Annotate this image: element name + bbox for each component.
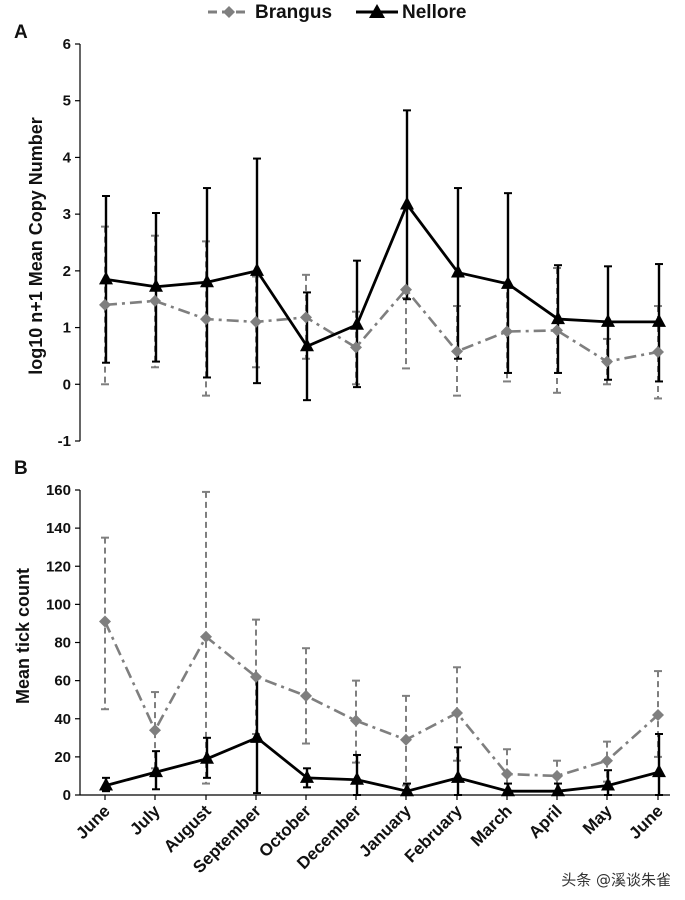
b-nellore-point <box>350 771 364 785</box>
b-brangus-point <box>149 724 161 737</box>
panel-b-axes: 0 20 40 60 80 100 120 140 160 <box>46 482 670 804</box>
x-tick-label: May <box>579 801 616 838</box>
a-nellore-point <box>400 196 414 210</box>
a-y-tick-label: 5 <box>63 93 71 110</box>
x-tick-label: July <box>126 801 164 839</box>
b-nellore-point <box>501 783 515 797</box>
a-brangus-point <box>551 324 563 337</box>
b-brangus-point <box>300 689 312 702</box>
panel-a-label: A <box>14 22 28 43</box>
b-y-tick-label: 60 <box>54 673 71 690</box>
b-nellore-point <box>400 783 414 797</box>
b-y-tick-label: 80 <box>54 635 71 652</box>
b-brangus-point <box>451 707 463 720</box>
legend: Brangus Nellore <box>208 2 466 23</box>
b-nellore-series-line <box>105 736 660 793</box>
a-nellore-point <box>200 274 214 288</box>
panel-a-error-bars <box>101 109 663 402</box>
a-nellore-point <box>601 313 615 327</box>
b-brangus-point <box>250 670 262 683</box>
b-y-tick-label: 160 <box>46 482 71 499</box>
a-nellore-point <box>300 338 314 352</box>
x-tick-label: June <box>625 801 666 842</box>
a-brangus-point <box>652 345 664 358</box>
b-y-tick-label: 40 <box>54 711 71 728</box>
b-nellore-point <box>601 777 615 791</box>
b-brangus-point <box>652 708 664 721</box>
a-brangus-point <box>601 355 613 368</box>
a-brangus-point <box>501 325 513 338</box>
a-y-tick-label: 2 <box>63 263 71 280</box>
panel-a-series-lines <box>104 203 659 363</box>
b-brangus-point <box>350 714 362 727</box>
b-y-tick-label: 140 <box>46 520 71 537</box>
a-y-tick-label: 4 <box>63 149 72 166</box>
legend-brangus-marker <box>223 6 235 18</box>
b-nellore-point <box>250 729 264 743</box>
b-brangus-point <box>501 768 513 781</box>
panel-a-markers <box>99 196 666 368</box>
x-tick-label: April <box>525 801 566 842</box>
a-brangus-point <box>149 294 161 307</box>
a-brangus-point <box>400 283 412 296</box>
b-brangus-point <box>601 754 613 767</box>
legend-brangus-label: Brangus <box>255 2 332 23</box>
a-y-tick-label: 1 <box>63 320 71 337</box>
a-nellore-point <box>652 313 666 327</box>
b-brangus-point <box>200 630 212 643</box>
b-nellore-point <box>652 764 666 778</box>
a-nellore-series-line <box>105 203 659 348</box>
panel-b-label: B <box>14 458 28 479</box>
panel-a-chart: A log10 n+1 Mean Copy Number -1 0 1 2 3 4 5 6 <box>14 22 666 450</box>
b-nellore-point <box>551 783 565 797</box>
b-nellore-point <box>451 769 465 783</box>
x-tick-label: March <box>467 801 516 850</box>
a-brangus-series-line <box>104 288 659 363</box>
panel-b-x-tick-labels: June JulyAugustSeptemberOctoberDecemberJa… <box>72 801 666 877</box>
legend-nellore-label: Nellore <box>402 2 466 23</box>
b-y-tick-label: 100 <box>46 596 71 613</box>
a-nellore-point <box>350 316 364 330</box>
panel-a-y-axis-title: log10 n+1 Mean Copy Number <box>26 117 46 375</box>
b-y-tick-label: 0 <box>63 787 71 804</box>
panel-a-axes: -1 0 1 2 3 4 5 6 <box>58 36 81 450</box>
a-brangus-point <box>99 298 111 311</box>
panel-b-y-axis-title: Mean tick count <box>13 568 33 704</box>
b-brangus-point <box>551 769 563 782</box>
a-nellore-point <box>99 271 113 285</box>
watermark: 头条 @溪谈朱雀 <box>561 871 671 889</box>
b-nellore-point <box>149 764 163 778</box>
a-brangus-point <box>200 313 212 326</box>
a-y-tick-label: -1 <box>58 433 71 450</box>
a-y-tick-label: 0 <box>63 376 71 393</box>
a-nellore-point <box>451 264 465 278</box>
b-nellore-point <box>99 777 113 791</box>
panel-b-markers <box>99 615 666 797</box>
panel-b-error-bars <box>101 490 663 796</box>
b-brangus-series-line <box>103 620 659 778</box>
a-y-tick-label: 6 <box>63 36 71 53</box>
b-nellore-point <box>200 750 214 764</box>
legend-nellore-marker <box>369 4 385 18</box>
a-nellore-point <box>149 278 163 292</box>
a-nellore-point <box>501 275 515 289</box>
b-y-tick-label: 20 <box>54 749 71 766</box>
b-brangus-point <box>400 733 412 746</box>
a-y-tick-label: 3 <box>63 206 71 223</box>
b-brangus-point <box>99 615 111 628</box>
a-nellore-point <box>551 311 565 325</box>
a-brangus-point <box>250 315 262 328</box>
panel-b-chart: B Mean tick count 020406080100120140160 … <box>13 458 670 877</box>
b-nellore-point <box>300 769 314 783</box>
a-brangus-point <box>350 341 362 354</box>
panel-b-series-lines <box>103 620 660 793</box>
x-tick-label: June <box>72 801 113 842</box>
a-brangus-point <box>300 311 312 324</box>
b-y-tick-label: 120 <box>46 558 71 575</box>
a-nellore-point <box>250 262 264 276</box>
a-brangus-point <box>451 345 463 358</box>
